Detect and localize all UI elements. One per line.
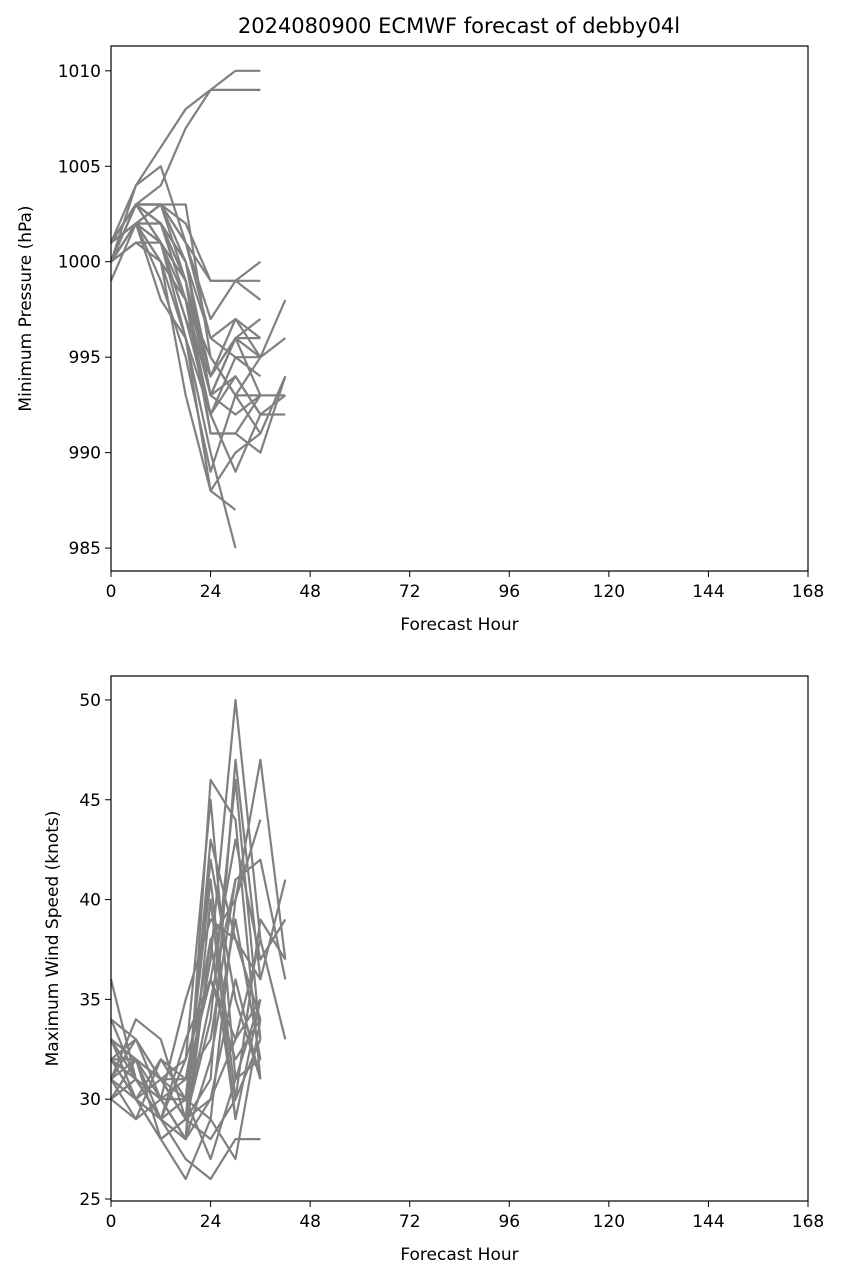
wind-x-tick-label: 168 <box>792 1212 824 1232</box>
wind-x-axis-label: Forecast Hour <box>400 1245 518 1265</box>
pressure-y-tick-label: 1010 <box>58 62 101 82</box>
wind-member-line-24 <box>109 978 262 1121</box>
pressure-x-tick-label: 72 <box>399 582 421 602</box>
wind-y-tick-label: 45 <box>79 791 101 811</box>
wind-y-tick-label: 40 <box>79 891 101 911</box>
pressure-x-tick-label: 96 <box>498 582 520 602</box>
wind-series-group <box>109 698 287 1181</box>
pressure-x-tick-label: 0 <box>106 582 117 602</box>
wind-x-tick-label: 48 <box>299 1212 321 1232</box>
wind-y-tick-label: 25 <box>79 1190 101 1210</box>
pressure-member-line-1 <box>109 69 261 244</box>
wind-x-tick-label: 96 <box>498 1212 520 1232</box>
pressure-y-tick-label: 990 <box>69 444 101 464</box>
pressure-y-tick-label: 985 <box>69 539 101 559</box>
pressure-member-line-2 <box>109 88 261 263</box>
wind-y-tick-label: 50 <box>79 691 101 711</box>
pressure-series-group <box>109 69 287 549</box>
pressure-y-axis-label: Minimum Pressure (hPa) <box>16 205 36 411</box>
pressure-member-line-22 <box>110 241 237 549</box>
pressure-panel: 0 24 48 72 96 120 144 168 985 990 995 1000 1005 1010 F… <box>16 45 824 635</box>
pressure-x-axis-label: Forecast Hour <box>400 615 518 635</box>
pressure-x-tick-label: 48 <box>299 582 321 602</box>
wind-panel: 0 24 48 72 96 120 144 168 25 30 35 40 45 50 Forecast H… <box>43 675 824 1265</box>
wind-y-tick-label: 30 <box>79 1090 101 1110</box>
pressure-x-tick-label: 120 <box>593 582 625 602</box>
pressure-member-line-8 <box>110 203 286 416</box>
wind-x-tick-label: 72 <box>399 1212 421 1232</box>
pressure-member-line-25 <box>109 203 261 397</box>
pressure-x-tick-label: 24 <box>200 582 222 602</box>
figure-title: 2024080900 ECMWF forecast of debby04l <box>238 14 680 38</box>
pressure-member-line-24 <box>110 203 261 378</box>
wind-x-tick-label: 120 <box>593 1212 625 1232</box>
wind-x-tick-label: 0 <box>106 1212 117 1232</box>
wind-y-tick-label: 35 <box>79 990 101 1010</box>
wind-x-tick-label: 144 <box>692 1212 724 1232</box>
pressure-x-tick-label: 144 <box>692 582 724 602</box>
wind-member-line-25 <box>110 978 262 1141</box>
pressure-y-tick-label: 1000 <box>58 253 101 273</box>
pressure-axes-frame <box>110 45 809 572</box>
pressure-x-tick-label: 168 <box>792 582 824 602</box>
wind-axes-frame <box>110 675 809 1202</box>
wind-member-line-5 <box>110 758 287 1181</box>
wind-y-axis-label: Maximum Wind Speed (knots) <box>43 811 63 1067</box>
wind-x-tick-label: 24 <box>200 1212 222 1232</box>
pressure-y-tick-label: 1005 <box>58 157 101 177</box>
pressure-y-tick-label: 995 <box>69 348 101 368</box>
